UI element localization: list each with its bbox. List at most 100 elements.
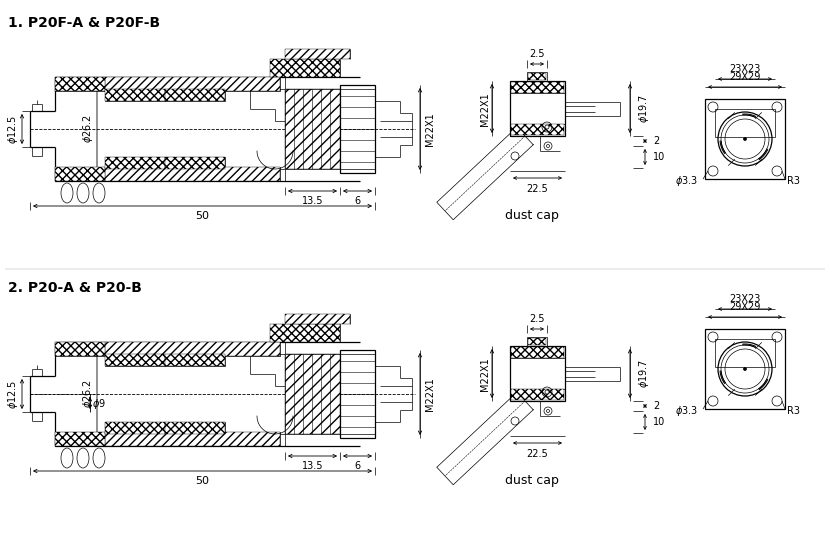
Text: M22X1: M22X1 [480, 357, 490, 391]
Bar [105, 354, 165, 366]
Ellipse shape [77, 448, 89, 468]
Bar [105, 342, 280, 356]
Text: 22.5: 22.5 [526, 184, 548, 194]
Text: M22X1: M22X1 [480, 92, 490, 126]
Bar [270, 324, 340, 342]
Bar [285, 89, 340, 169]
Bar [55, 77, 105, 91]
Text: 50: 50 [196, 211, 209, 221]
Bar [510, 346, 565, 401]
Text: dust cap: dust cap [505, 209, 559, 222]
Circle shape [546, 144, 549, 148]
Text: $\phi$19.7: $\phi$19.7 [637, 95, 651, 123]
Bar [55, 77, 105, 91]
Text: 6: 6 [354, 196, 360, 206]
Bar [105, 342, 280, 356]
Text: M22X1: M22X1 [425, 112, 435, 146]
Bar [715, 109, 775, 137]
Text: 2: 2 [653, 136, 659, 146]
Text: 10: 10 [653, 417, 666, 427]
Bar [527, 337, 547, 346]
Bar [340, 85, 375, 173]
Text: $\phi$9: $\phi$9 [92, 397, 106, 411]
Bar [511, 124, 564, 135]
Bar [285, 89, 340, 169]
Bar [510, 81, 565, 136]
Bar [105, 157, 165, 169]
Text: R3: R3 [787, 406, 800, 416]
Bar [55, 342, 105, 356]
Circle shape [545, 390, 549, 394]
Bar [105, 432, 280, 446]
Text: $\phi$12.5: $\phi$12.5 [6, 114, 20, 144]
Text: $\phi$12.5: $\phi$12.5 [6, 379, 20, 409]
Circle shape [744, 368, 746, 370]
Bar [527, 72, 547, 81]
Ellipse shape [93, 448, 105, 468]
Ellipse shape [93, 183, 105, 203]
Bar [270, 59, 340, 77]
Bar [705, 99, 785, 179]
Bar [55, 342, 105, 356]
Text: dust cap: dust cap [505, 474, 559, 487]
Text: 50: 50 [196, 476, 209, 486]
Bar [285, 49, 350, 59]
Bar [511, 82, 564, 93]
Bar [165, 422, 225, 434]
Circle shape [744, 137, 746, 141]
Bar [55, 167, 105, 181]
Text: M22X1: M22X1 [425, 377, 435, 411]
Bar [105, 422, 165, 434]
Circle shape [545, 125, 549, 129]
Bar [165, 157, 225, 169]
Bar [105, 167, 280, 181]
Bar [285, 354, 340, 434]
Text: 2. P20-A & P20-B: 2. P20-A & P20-B [8, 281, 142, 295]
Text: 1. P20F-A & P20F-B: 1. P20F-A & P20F-B [8, 16, 160, 30]
Text: 23X23: 23X23 [730, 294, 760, 304]
Bar [105, 89, 165, 101]
Bar [511, 347, 564, 358]
Text: 6: 6 [354, 461, 360, 471]
Text: 13.5: 13.5 [302, 196, 323, 206]
Text: 2: 2 [653, 401, 659, 411]
Text: $\phi$3.3: $\phi$3.3 [675, 174, 698, 188]
Text: $\phi$26.2: $\phi$26.2 [81, 115, 95, 143]
Text: 29X29: 29X29 [730, 302, 760, 312]
Bar [165, 354, 225, 366]
Bar [165, 157, 225, 169]
Bar [165, 422, 225, 434]
Bar [55, 167, 105, 181]
Bar [528, 73, 546, 80]
Text: 2.5: 2.5 [530, 314, 544, 324]
Text: 10: 10 [653, 152, 666, 162]
Text: 13.5: 13.5 [302, 461, 323, 471]
Bar [165, 354, 225, 366]
Bar [715, 339, 775, 367]
Bar [55, 432, 105, 446]
Bar [705, 329, 785, 409]
Bar [55, 432, 105, 446]
Text: R3: R3 [787, 176, 800, 186]
Bar [511, 389, 564, 400]
Bar [165, 89, 225, 101]
Text: 29X29: 29X29 [730, 72, 760, 82]
Bar [105, 77, 280, 91]
Bar [105, 157, 165, 169]
Bar [105, 77, 280, 91]
Bar [165, 89, 225, 101]
Text: $\phi$26.2: $\phi$26.2 [81, 379, 95, 409]
Bar [285, 314, 350, 324]
Bar [528, 338, 546, 345]
Bar [105, 89, 165, 101]
Bar [285, 354, 340, 434]
Text: 22.5: 22.5 [526, 449, 548, 459]
Bar [105, 422, 165, 434]
Bar [105, 354, 165, 366]
Ellipse shape [77, 183, 89, 203]
Bar [105, 432, 280, 446]
Text: 23X23: 23X23 [730, 64, 760, 74]
Bar [340, 350, 375, 438]
Ellipse shape [61, 183, 73, 203]
Bar [105, 167, 280, 181]
